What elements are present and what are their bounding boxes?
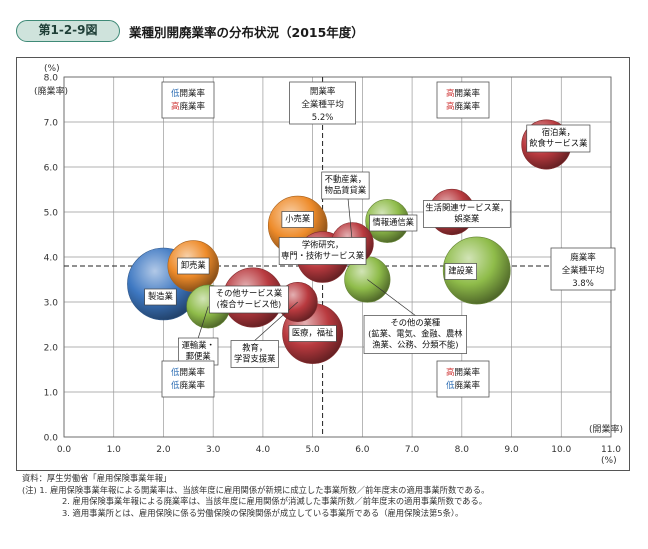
bubble-label-text: 学習支援業 <box>234 354 276 364</box>
bubble-label-text: その他サービス業 <box>216 288 282 298</box>
bubble-label-box <box>230 340 279 368</box>
label-leader-line <box>254 301 298 341</box>
note-2: 2. 雇用保険事業年報による廃業率は、当該年度に雇用関係が消滅した事業所数／前年… <box>62 496 488 507</box>
average-label-text: 廃業率 <box>570 252 596 263</box>
note-3: 3. 適用事業所とは、雇用保険に係る労働保険の保険関係が成立している事業所である… <box>62 507 464 518</box>
average-label-text: 5.2% <box>312 113 334 123</box>
quadrant-label-box <box>436 81 490 119</box>
x-tick-label: 1.0 <box>107 445 122 455</box>
bubble-label-text: 娯楽業 <box>454 214 479 224</box>
y-tick-label: 3.0 <box>44 299 59 309</box>
y-tick-label: 5.0 <box>44 209 59 219</box>
bubble-label-box <box>209 285 289 314</box>
bubble-label-text: (複合サービス他) <box>217 299 282 309</box>
quadrant-label-box <box>436 360 490 398</box>
x-tick-label: 11.0 <box>601 445 621 455</box>
average-label-box <box>550 247 616 291</box>
x-tick-label: 4.0 <box>256 445 271 455</box>
bubble-label-text: 製造業 <box>148 291 173 301</box>
chart-frame <box>16 57 630 471</box>
quadrant-label-text: 高廃業率 <box>446 101 481 112</box>
bubble-label-box <box>177 257 210 275</box>
bubble-label-text: 学術研究， <box>302 240 344 250</box>
bubble-label-box <box>281 211 314 228</box>
y-tick-label: 4.0 <box>44 254 59 264</box>
bubble-label-text: 情報通信業 <box>372 217 414 227</box>
average-label-text: 全業種平均 <box>562 265 605 276</box>
quadrant-label-text: 低開業率 <box>171 88 206 99</box>
quadrant-label-text: 低廃業率 <box>446 380 481 391</box>
quadrant-label-text: 高開業率 <box>446 367 481 378</box>
quadrant-label-text: 高開業率 <box>446 88 481 99</box>
y-tick-label: 2.0 <box>44 344 59 354</box>
bubble-label-box <box>321 171 370 200</box>
bubble-label-text: 小売業 <box>285 214 310 224</box>
bubble-label-text: 医療，福祉 <box>292 328 334 338</box>
bubble-label-text: (鉱業、電気、金融、農林 <box>368 329 463 339</box>
bubble-label-box <box>369 214 418 232</box>
bubble-label-text: 漁業、公務、分類不能) <box>372 340 458 350</box>
quadrant-label-text: 低廃業率 <box>171 380 206 391</box>
bubble-label-text: 運輸業・ <box>182 340 215 350</box>
x-tick-label: 5.0 <box>305 445 320 455</box>
x-axis-unit: (%) <box>601 456 617 466</box>
x-tick-label: 10.0 <box>551 445 571 455</box>
y-tick-label: 1.0 <box>44 389 59 399</box>
y-tick-label: 7.0 <box>44 119 59 129</box>
bubble-label-text: 物品賃貸業 <box>325 185 367 195</box>
bubble-label-box <box>444 263 477 280</box>
bubble-label-text: 宿泊業， <box>542 127 575 137</box>
bubble-label-box <box>144 288 177 306</box>
bubble-label-text: 不動産業， <box>325 174 367 184</box>
average-label-text: 全業種平均 <box>301 99 344 110</box>
y-tick-label: 6.0 <box>44 164 59 174</box>
bubble-label-box <box>363 315 467 354</box>
label-leader-line <box>367 279 416 316</box>
x-tick-label: 6.0 <box>355 445 370 455</box>
bubble-label-box <box>423 200 511 228</box>
x-tick-label: 0.0 <box>57 445 72 455</box>
note-source: 資料：厚生労働省「雇用保険事業年報」 <box>22 473 172 483</box>
note-1: (注) 1. 雇用保険事業年報による開業率は、当該年度に雇用関係が新規に成立した… <box>22 484 490 495</box>
x-tick-label: 9.0 <box>504 445 519 455</box>
label-leader-line <box>197 306 209 339</box>
y-tick-label: 8.0 <box>44 74 59 84</box>
y-tick-label: 0.0 <box>44 434 59 444</box>
y-axis-label: (廃業率) <box>34 85 68 97</box>
figure-number-badge: 第1-2-9図 <box>16 20 120 42</box>
bubble-label-text: 建設業 <box>448 266 473 276</box>
bubble-label-text: 卸売業 <box>181 260 206 270</box>
bubble-label-box <box>526 124 591 153</box>
bubble-label-box <box>278 237 367 265</box>
figure-title: 業種別開廃業率の分布状況（2015年度） <box>129 25 364 40</box>
bubble-label-text: その他の業種 <box>390 318 440 328</box>
average-label-box <box>289 81 356 125</box>
quadrant-label-text: 高廃業率 <box>171 101 206 112</box>
x-tick-label: 8.0 <box>455 445 470 455</box>
x-tick-label: 2.0 <box>156 445 171 455</box>
x-tick-label: 3.0 <box>206 445 221 455</box>
x-tick-label: 7.0 <box>405 445 420 455</box>
average-label-text: 3.8% <box>572 279 594 289</box>
bubble-label-text: 生活関連サービス業， <box>425 203 508 213</box>
bubble-label-box <box>178 337 219 366</box>
quadrant-label-box <box>161 360 215 398</box>
quadrant-label-box <box>161 81 215 119</box>
bubble-label-text: 教育， <box>242 343 267 353</box>
bubble-label-text: 郵便業 <box>186 351 211 361</box>
x-axis-label: (開業率) <box>589 423 623 435</box>
bubble-label-box <box>288 325 337 342</box>
average-label-text: 開業率 <box>310 86 336 97</box>
quadrant-label-text: 低開業率 <box>171 367 206 378</box>
bubble-label-text: 飲食サービス業 <box>529 138 587 148</box>
y-axis-unit: (%) <box>44 64 60 74</box>
bubble-label-text: 専門・技術サービス業 <box>281 251 364 261</box>
notes: 資料：厚生労働省「雇用保険事業年報」 (注) 1. 雇用保険事業年報による開業率… <box>22 473 489 519</box>
